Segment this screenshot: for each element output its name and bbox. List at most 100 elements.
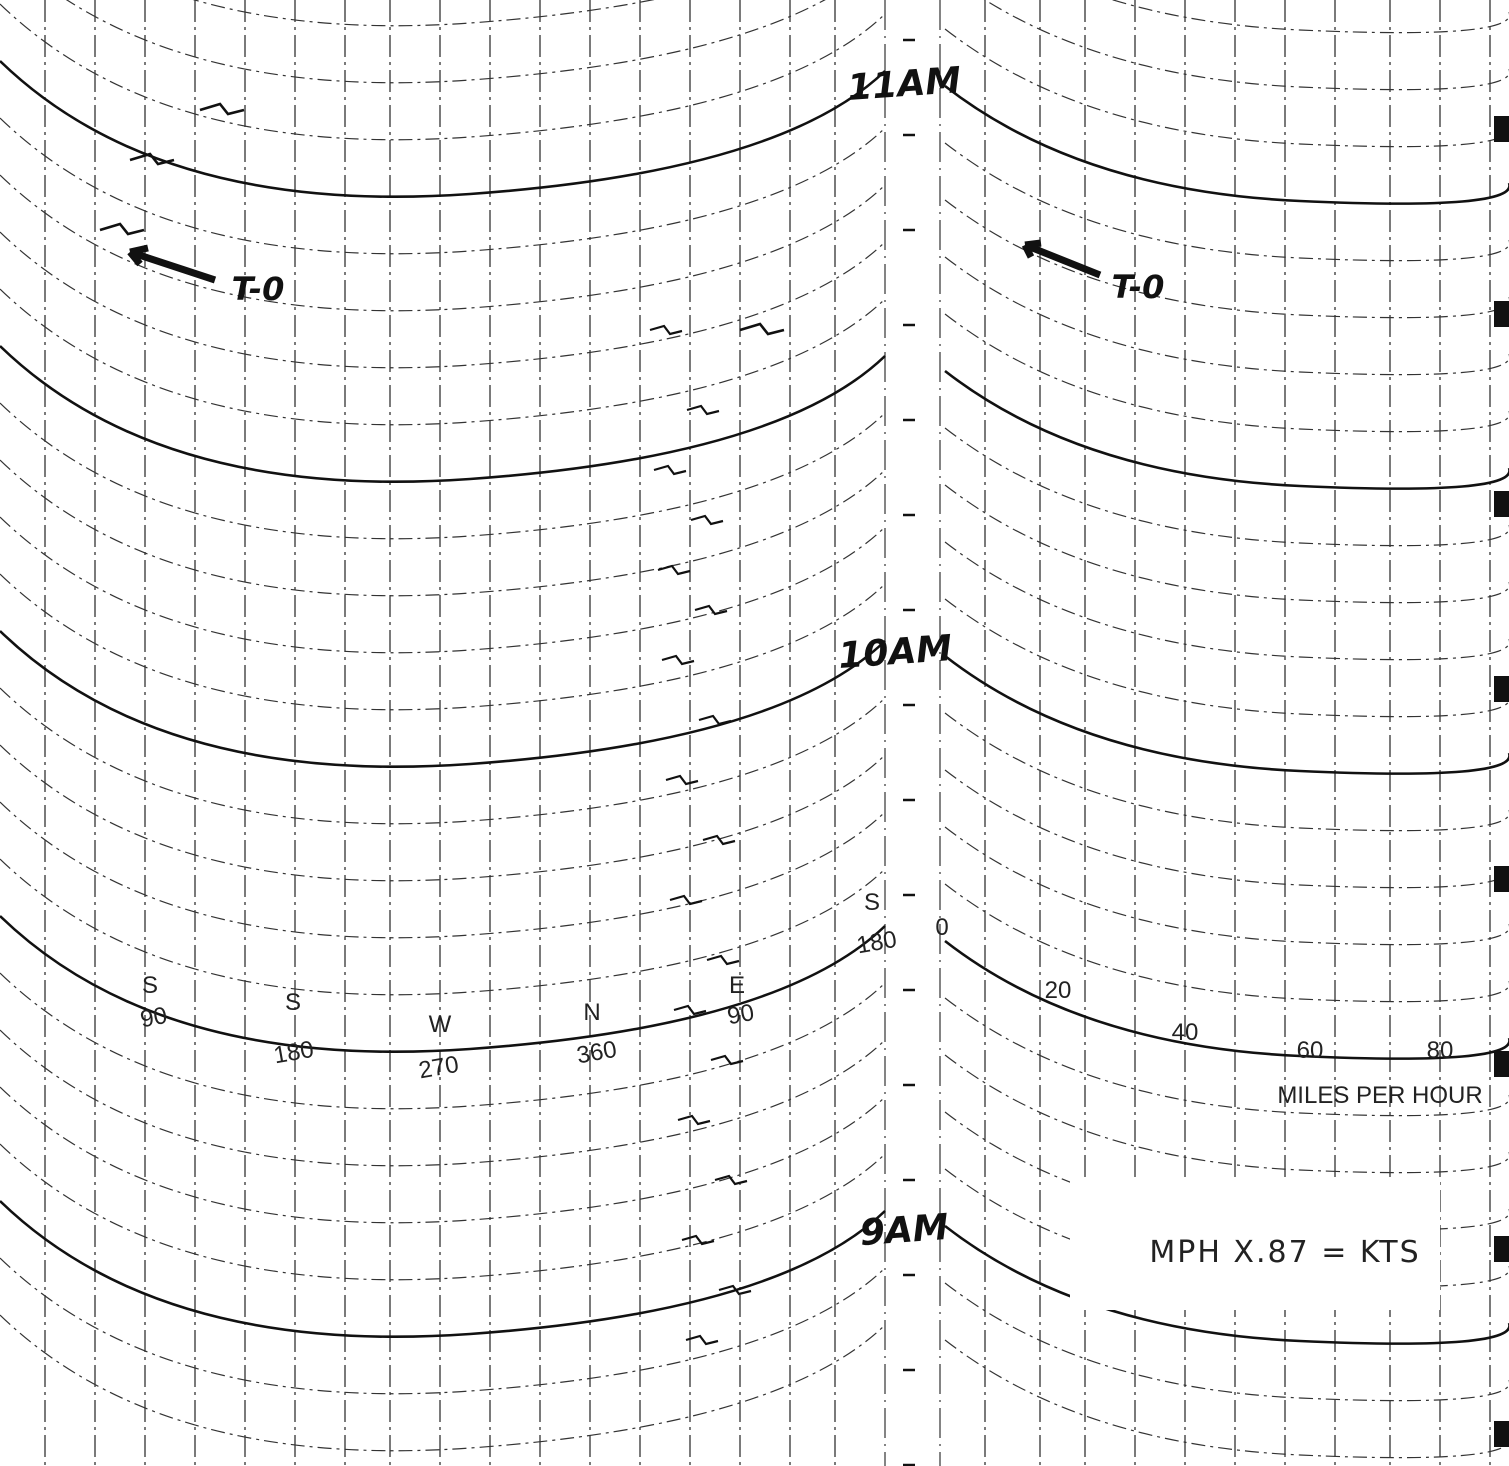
direction-value: 180 (855, 926, 899, 960)
speed-tick: 80 (1427, 1037, 1454, 1064)
speed-tick: 0 (935, 914, 948, 941)
conversion-note: MPH X.87 = KTS (1149, 1235, 1420, 1270)
hour-arc (944, 84, 1509, 205)
time-arc (944, 1339, 1509, 1459)
time-arc (944, 826, 1509, 946)
direction-trace (690, 514, 724, 526)
edge-marker (1494, 676, 1509, 702)
time-arc (944, 427, 1509, 547)
speed-tick: 40 (1172, 1019, 1199, 1046)
hour-arc (944, 939, 1509, 1060)
time-arc (0, 117, 886, 255)
time-arc (944, 598, 1509, 718)
hour-arc (0, 1200, 886, 1339)
time-arc (944, 313, 1509, 433)
speed-tick: 20 (1045, 977, 1072, 1004)
time-arc (0, 744, 886, 882)
edge-marker (1494, 116, 1509, 142)
direction-trace (702, 834, 736, 846)
speed-axis-label: MILES PER HOUR (1277, 1082, 1482, 1109)
direction-trace (199, 102, 245, 116)
direction-trace (653, 464, 687, 476)
time-arc (944, 256, 1509, 376)
time-arc (66, 0, 826, 84)
edge-marker (1494, 1421, 1509, 1447)
direction-trace (685, 1334, 719, 1346)
direction-trace (739, 322, 785, 336)
time-arc (944, 883, 1509, 1003)
direction-trace (665, 774, 699, 786)
hour-arc (0, 60, 886, 199)
time-arc (944, 712, 1509, 832)
time-arc (944, 1054, 1509, 1174)
direction-trace (99, 222, 145, 236)
direction-letter: S (142, 972, 158, 999)
direction-letter: S (864, 889, 880, 916)
time-arc (0, 972, 886, 1110)
edge-marker (1494, 301, 1509, 327)
direction-trace (129, 152, 175, 166)
direction-trace (649, 324, 683, 336)
arrow-left-icon (127, 244, 217, 284)
direction-trace (714, 1174, 748, 1186)
direction-value: 180 (272, 1036, 316, 1070)
time-arc (944, 1282, 1509, 1402)
direction-letter: S (285, 989, 301, 1016)
t0-marker-left: T-0 (232, 270, 285, 308)
direction-value: 90 (725, 999, 756, 1030)
time-arc (944, 199, 1509, 319)
time-arc (0, 402, 886, 540)
time-arc (0, 801, 886, 939)
time-arc (193, 0, 655, 27)
direction-value: 90 (138, 1002, 169, 1033)
direction-trace (673, 1004, 707, 1016)
direction-trace (698, 714, 732, 726)
time-arc (984, 0, 1509, 91)
time-arc (0, 1143, 886, 1281)
time-arc (944, 541, 1509, 661)
time-arc (0, 1257, 886, 1395)
time-arc (0, 687, 886, 825)
hour-arc (0, 630, 886, 769)
time-arc (0, 1086, 886, 1224)
direction-letter: E (729, 972, 745, 999)
edge-marker (1494, 1051, 1509, 1077)
edge-marker (1494, 866, 1509, 892)
time-mark-10am: 10AM (837, 628, 954, 677)
direction-trace (657, 564, 691, 576)
hour-arc (944, 369, 1509, 490)
time-arc (944, 484, 1509, 604)
time-arc (0, 573, 886, 711)
time-mark-9am: 9AM (859, 1207, 951, 1254)
time-arc (0, 459, 886, 597)
direction-value: 270 (417, 1051, 461, 1085)
time-arc (0, 288, 886, 426)
direction-trace (706, 954, 740, 966)
direction-trace (681, 1234, 715, 1246)
time-arc (944, 997, 1509, 1117)
time-arc (944, 142, 1509, 262)
direction-trace (686, 404, 720, 416)
direction-letter: W (429, 1011, 452, 1038)
direction-trace (677, 1114, 711, 1126)
time-arc (1111, 0, 1509, 34)
note-background (1070, 1180, 1440, 1310)
speed-tick: 60 (1297, 1037, 1324, 1064)
direction-trace (669, 894, 703, 906)
time-arc (0, 516, 886, 654)
hour-arc (0, 345, 886, 484)
hour-arc (0, 915, 886, 1054)
edge-marker (1494, 491, 1509, 517)
direction-trace (661, 654, 695, 666)
time-mark-11am: 11AM (846, 60, 963, 109)
direction-trace (694, 604, 728, 616)
direction-value: 360 (575, 1036, 619, 1070)
t0-marker-right: T-0 (1112, 268, 1165, 306)
direction-trace (718, 1284, 752, 1296)
arrow-left-icon (1021, 239, 1102, 279)
hour-arc (944, 1224, 1509, 1345)
